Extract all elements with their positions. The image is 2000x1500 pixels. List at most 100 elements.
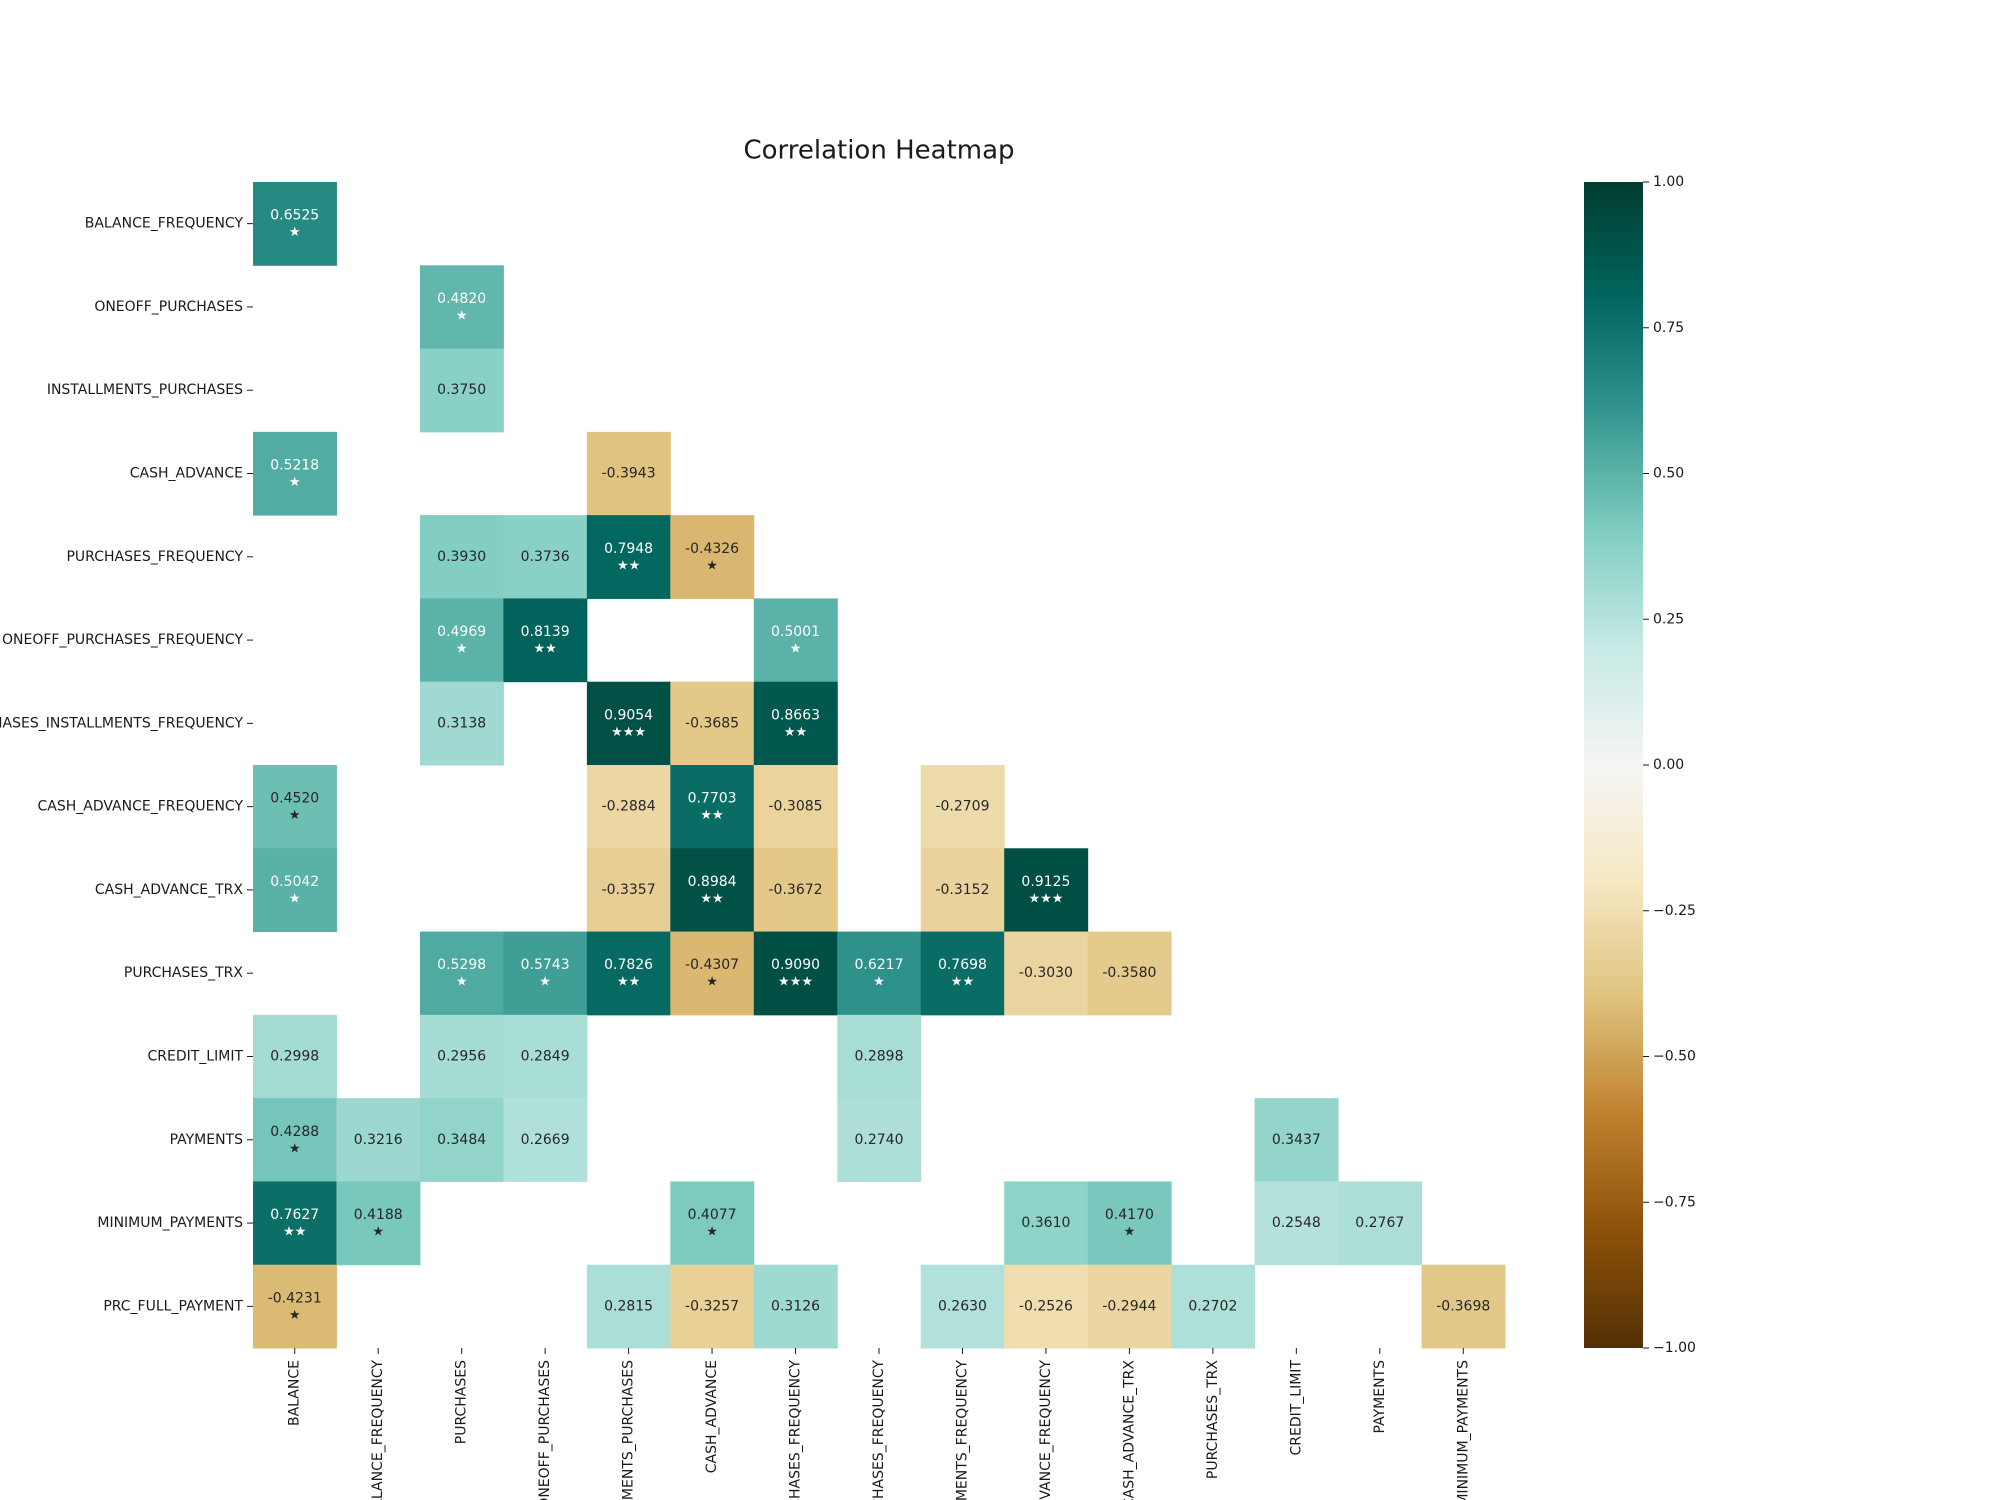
cell-stars: ★★ xyxy=(784,725,807,740)
heatmap-cell xyxy=(1004,1264,1089,1349)
heatmap-cell xyxy=(1421,1264,1506,1349)
cell-label: 0.5743 xyxy=(521,957,570,973)
cell-label: -0.3085 xyxy=(769,799,823,815)
y-tick-label: CASH_ADVANCE_FREQUENCY xyxy=(37,799,243,815)
cell-label: 0.7627 xyxy=(270,1207,319,1223)
heatmap-cell xyxy=(920,848,1005,933)
cell-label: 0.5042 xyxy=(270,874,319,890)
cell-label: 0.4170 xyxy=(1105,1207,1154,1223)
heatmap-cell xyxy=(586,931,671,1016)
heatmap-cell xyxy=(670,515,755,599)
y-tick-label: INSTALLMENTS_PURCHASES xyxy=(47,382,243,398)
heatmap-cell xyxy=(1254,1181,1339,1266)
cell-stars: ★ xyxy=(289,475,301,490)
heatmap-cell xyxy=(253,182,337,266)
heatmap-cell xyxy=(419,681,504,766)
heatmap-cell xyxy=(419,348,504,433)
colorbar-tick-label: −0.75 xyxy=(1653,1194,1696,1210)
cell-label: 0.3736 xyxy=(521,549,570,565)
heatmap-cell xyxy=(586,848,671,933)
cell-label: 0.8663 xyxy=(771,707,820,723)
cell-label: -0.2526 xyxy=(1019,1298,1073,1314)
cell-stars: ★ xyxy=(289,808,301,823)
heatmap-cell xyxy=(253,765,337,849)
cell-label: -0.3672 xyxy=(769,882,823,898)
cell-label: -0.3030 xyxy=(1019,965,1073,981)
cell-stars: ★ xyxy=(372,1225,384,1240)
cell-label: 0.3126 xyxy=(771,1298,820,1314)
x-tick-label: CASH_ADVANCE_TRX xyxy=(1121,1360,1137,1500)
heatmap-cell xyxy=(586,431,671,516)
cell-label: 0.4520 xyxy=(270,791,319,807)
cell-stars: ★★ xyxy=(283,1225,306,1240)
heatmap-cell xyxy=(753,765,838,849)
cell-label: -0.3257 xyxy=(685,1298,739,1314)
cell-label: 0.7703 xyxy=(688,791,737,807)
heatmap-cell xyxy=(419,1098,504,1182)
cell-label: 0.7826 xyxy=(604,957,653,973)
heatmap-cell xyxy=(586,1264,671,1349)
heatmap-cell xyxy=(586,515,671,599)
cell-stars: ★ xyxy=(456,975,468,990)
heatmap-cell xyxy=(1004,848,1089,933)
cell-label: 0.6217 xyxy=(855,957,904,973)
cell-stars: ★ xyxy=(456,308,468,323)
cell-stars: ★★★ xyxy=(778,975,813,990)
colorbar-tick-label: 1.00 xyxy=(1653,174,1684,190)
heatmap-cell xyxy=(503,598,588,683)
heatmap-cell xyxy=(837,1098,922,1182)
cell-label: 0.4969 xyxy=(437,624,486,640)
y-tick-label: MINIMUM_PAYMENTS xyxy=(97,1215,243,1231)
cell-label: 0.9054 xyxy=(604,707,653,723)
heatmap-cell xyxy=(837,931,922,1016)
heatmap-cell xyxy=(920,1264,1005,1349)
cell-stars: ★ xyxy=(706,1225,718,1240)
x-tick-label: ONEOFF_PURCHASES xyxy=(537,1360,553,1500)
y-tick-label: BALANCE_FREQUENCY xyxy=(85,216,244,232)
heatmap-cell xyxy=(1171,1264,1256,1349)
cell-stars: ★ xyxy=(456,642,468,657)
cell-label: -0.3357 xyxy=(602,882,656,898)
heatmap-cell xyxy=(837,1014,922,1099)
cell-stars: ★ xyxy=(289,891,301,906)
cell-label: 0.6525 xyxy=(270,208,319,224)
cell-stars: ★ xyxy=(706,558,718,573)
heatmap-cell xyxy=(503,515,588,599)
heatmap-cell xyxy=(253,431,337,516)
cell-label: 0.7948 xyxy=(604,541,653,557)
heatmap-cell xyxy=(253,1098,337,1182)
cell-label: 0.5001 xyxy=(771,624,820,640)
x-tick-label: INSTALLMENTS_PURCHASES xyxy=(621,1360,637,1500)
chart-title: Correlation Heatmap xyxy=(743,136,1014,166)
heatmap-cell xyxy=(670,931,755,1016)
heatmap-cell xyxy=(1087,1264,1172,1349)
cell-label: 0.2740 xyxy=(855,1132,904,1148)
colorbar-tick-label: 0.75 xyxy=(1653,320,1684,336)
cell-label: -0.3580 xyxy=(1102,965,1156,981)
cell-label: -0.3152 xyxy=(935,882,989,898)
y-tick-label: ONEOFF_PURCHASES xyxy=(94,299,243,315)
cell-label: 0.3437 xyxy=(1272,1132,1321,1148)
heatmap-cell xyxy=(1004,1181,1089,1266)
colorbar-tick-label: 0.25 xyxy=(1653,611,1684,627)
heatmap-cell xyxy=(670,765,755,849)
x-tick-label: CREDIT_LIMIT xyxy=(1288,1360,1304,1456)
cell-label: 0.2815 xyxy=(604,1298,653,1314)
colorbar-tick-label: −1.00 xyxy=(1653,1340,1696,1356)
cell-stars: ★★ xyxy=(700,808,723,823)
heatmap-cell xyxy=(1004,931,1089,1016)
heatmap-cell xyxy=(670,848,755,933)
heatmap-cell xyxy=(503,1014,588,1099)
heatmap-cell xyxy=(670,1264,755,1349)
cell-label: 0.9125 xyxy=(1021,874,1070,890)
x-tick-label: ONEOFF_PURCHASES_FREQUENCY xyxy=(871,1360,887,1500)
heatmap-cell xyxy=(920,931,1005,1016)
cell-label: 0.4288 xyxy=(270,1124,319,1140)
y-tick-label: CASH_ADVANCE_TRX xyxy=(95,882,244,898)
cell-label: 0.2630 xyxy=(938,1298,987,1314)
y-tick-label: CASH_ADVANCE xyxy=(130,466,243,482)
heatmap-cell xyxy=(753,681,838,766)
cell-stars: ★★ xyxy=(617,975,640,990)
y-tick-label: ONEOFF_PURCHASES_FREQUENCY xyxy=(2,632,243,648)
cell-label: 0.3216 xyxy=(354,1132,403,1148)
